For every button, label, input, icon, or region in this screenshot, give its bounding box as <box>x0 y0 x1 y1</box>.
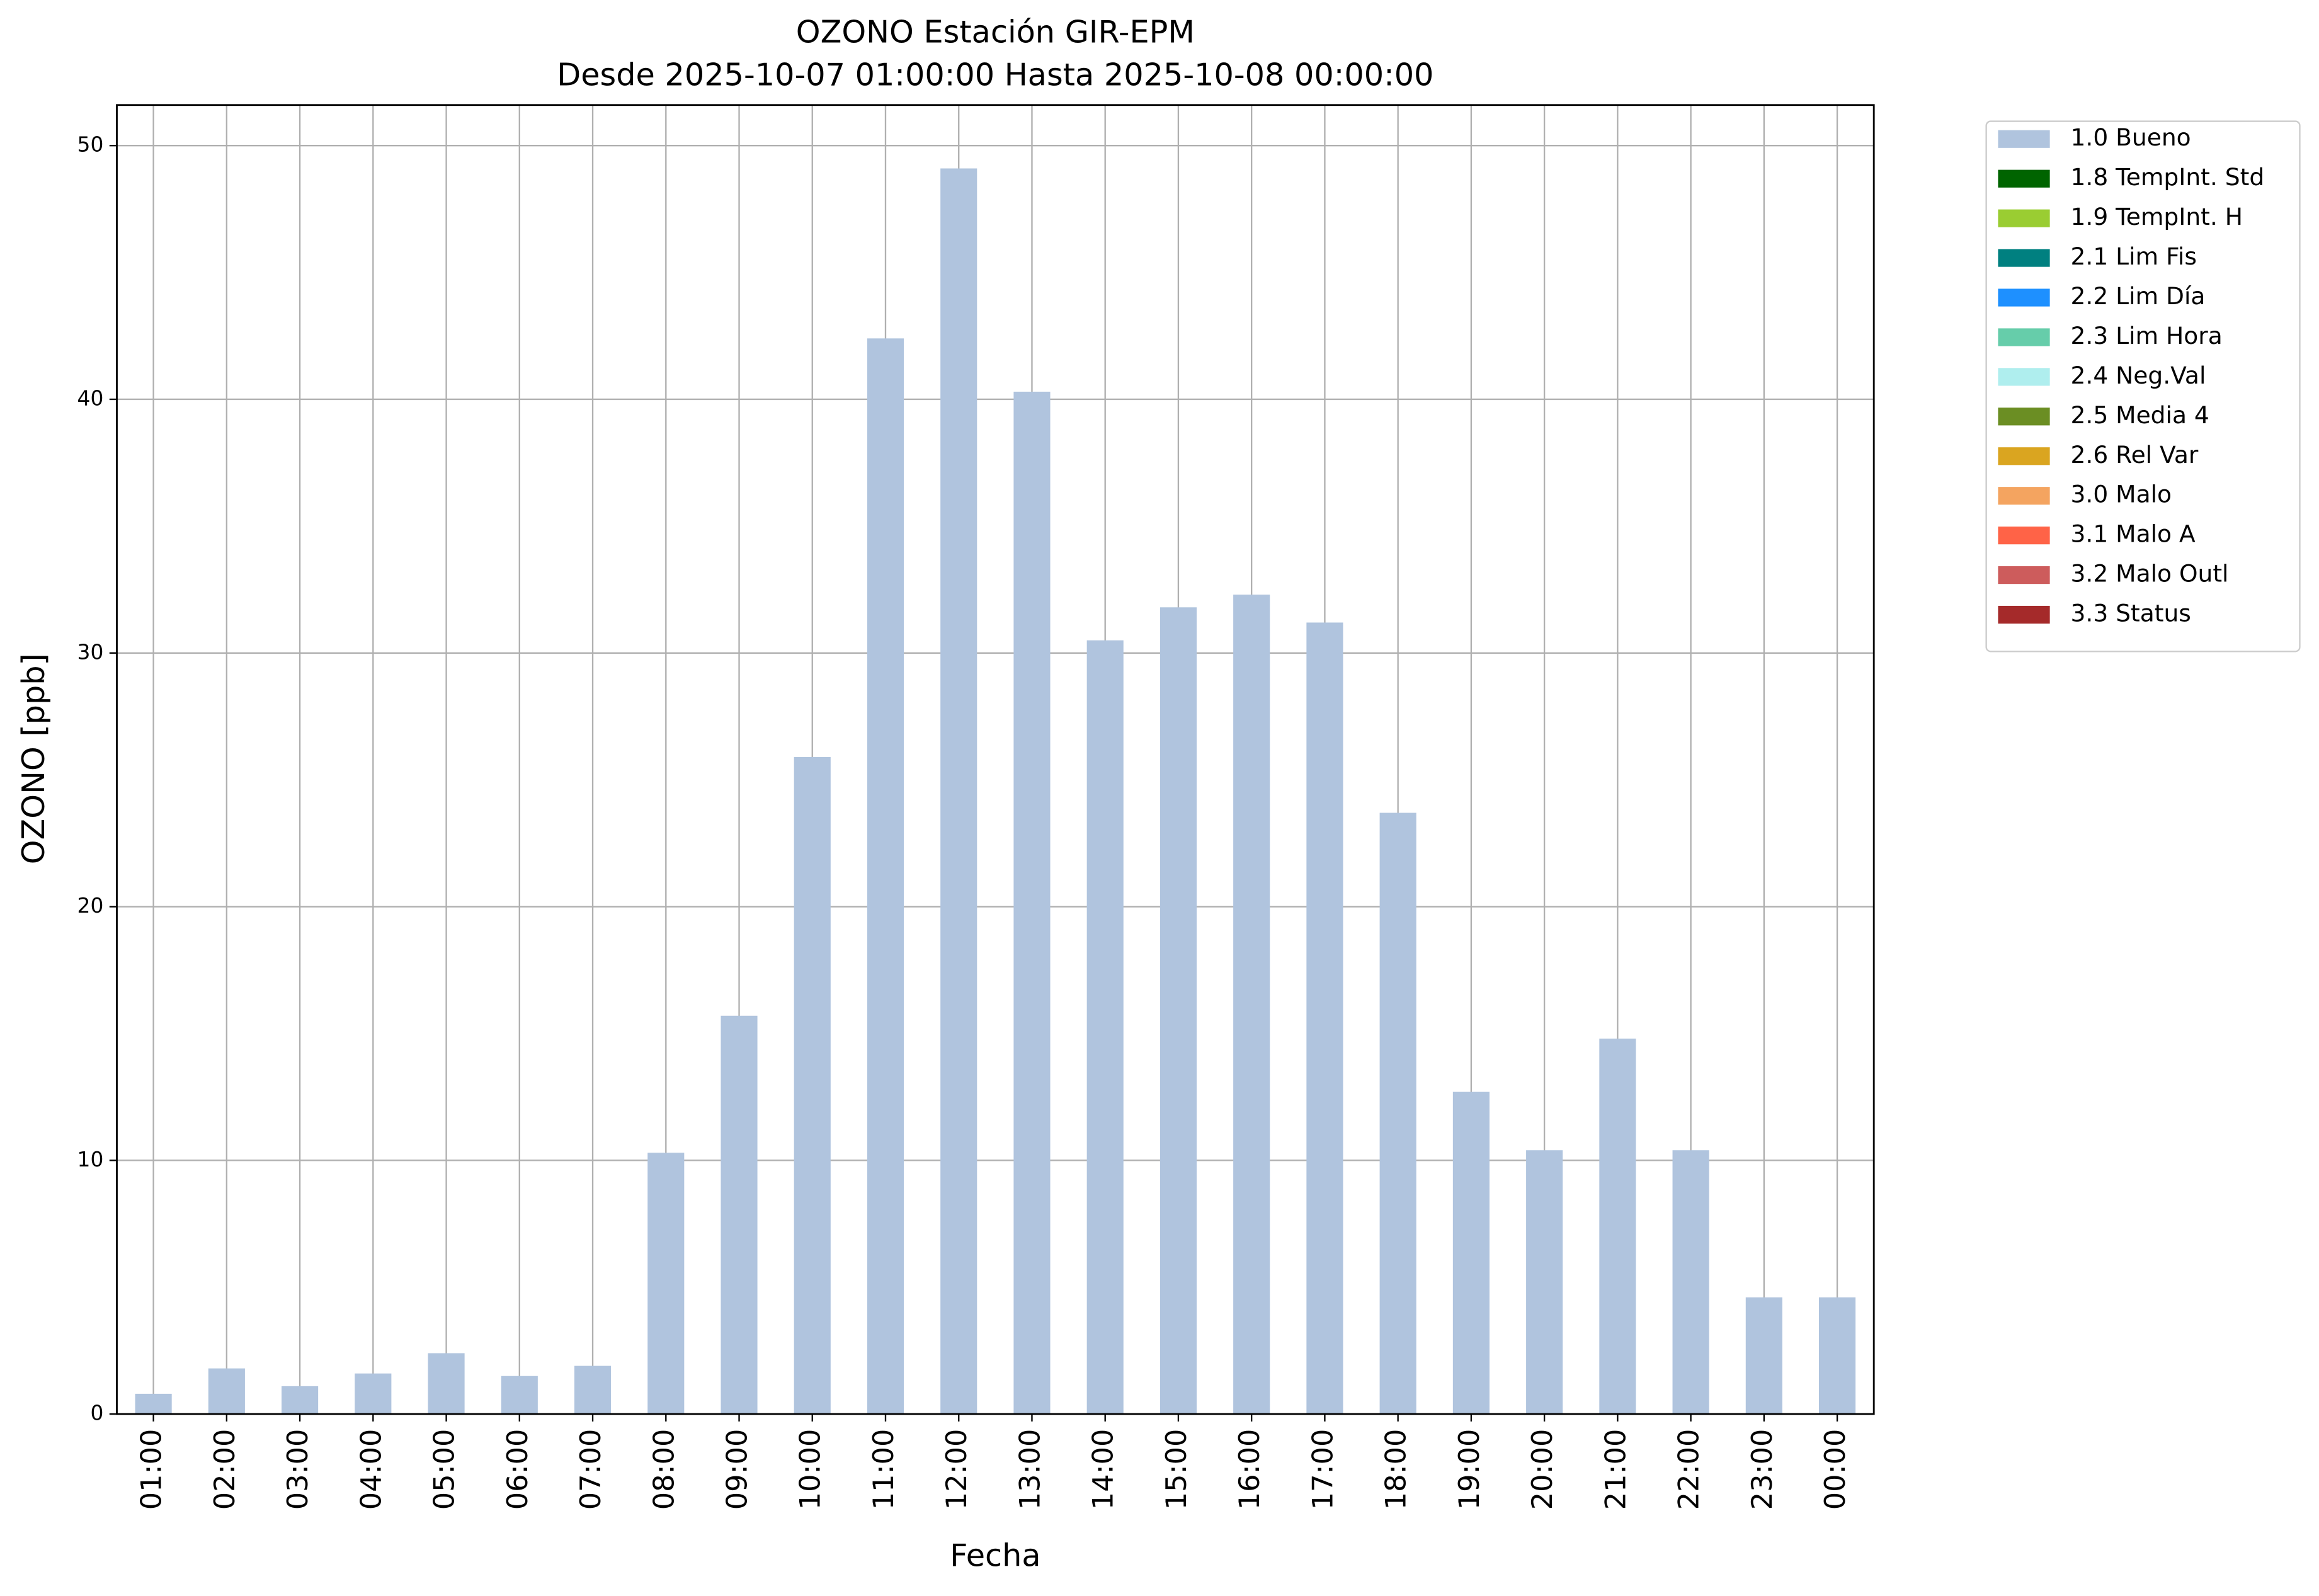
x-tick-label: 12:00 <box>940 1429 973 1510</box>
legend-label: 2.5 Media 4 <box>2071 401 2209 429</box>
y-tick-label: 0 <box>90 1401 103 1425</box>
x-tick-label: 02:00 <box>208 1429 241 1510</box>
x-tick-label: 17:00 <box>1306 1429 1339 1510</box>
x-tick-label: 11:00 <box>867 1429 900 1510</box>
x-tick-label: 18:00 <box>1380 1429 1413 1510</box>
legend-swatch <box>1998 328 2050 346</box>
bar <box>1672 1150 1709 1415</box>
legend-swatch <box>1998 566 2050 584</box>
chart-subtitle: Desde 2025-10-07 01:00:00 Hasta 2025-10-… <box>557 57 1433 93</box>
bar <box>1306 622 1343 1415</box>
legend-label: 1.8 TempInt. Std <box>2071 163 2265 191</box>
y-tick-label: 20 <box>77 893 104 918</box>
legend-swatch <box>1998 605 2050 624</box>
legend-label: 1.0 Bueno <box>2071 123 2191 151</box>
y-tick-label: 50 <box>77 132 104 157</box>
bar <box>282 1386 319 1415</box>
bar <box>1745 1297 1782 1415</box>
plot-frame <box>116 104 1875 1415</box>
legend-swatch <box>1998 487 2050 505</box>
x-tick-label: 14:00 <box>1087 1429 1120 1510</box>
y-tick-label: 10 <box>77 1147 104 1171</box>
y-tick-label: 30 <box>77 639 104 664</box>
bar <box>940 168 977 1415</box>
x-tick-label: 16:00 <box>1233 1429 1266 1510</box>
bar <box>501 1376 538 1415</box>
legend-swatch <box>1998 447 2050 465</box>
bar <box>428 1353 465 1415</box>
bar <box>1013 391 1051 1415</box>
bar <box>1819 1297 1856 1415</box>
bar <box>721 1015 758 1415</box>
legend-label: 3.3 Status <box>2071 600 2191 627</box>
bar <box>1526 1150 1563 1415</box>
x-tick-label: 15:00 <box>1160 1429 1193 1510</box>
bar <box>1452 1092 1490 1415</box>
x-tick-label: 10:00 <box>794 1429 827 1510</box>
legend-swatch <box>1998 209 2050 227</box>
x-tick-label: 20:00 <box>1526 1429 1559 1510</box>
x-tick-label: 09:00 <box>721 1429 754 1510</box>
legend-label: 2.2 Lim Día <box>2071 282 2206 310</box>
x-tick-label: 00:00 <box>1819 1429 1852 1510</box>
bar <box>1233 595 1270 1415</box>
legend-label: 3.1 Malo A <box>2071 520 2196 548</box>
legend-label: 2.3 Lim Hora <box>2071 322 2223 350</box>
bar <box>355 1373 392 1415</box>
bar <box>135 1393 172 1415</box>
x-tick-label: 05:00 <box>428 1429 461 1510</box>
x-tick-label: 13:00 <box>1013 1429 1046 1510</box>
legend-label: 2.4 Neg.Val <box>2071 362 2206 389</box>
y-axis-label: OZONO [ppb] <box>15 653 52 864</box>
legend-swatch <box>1998 527 2050 545</box>
legend-swatch <box>1998 130 2050 148</box>
bar <box>574 1365 612 1415</box>
x-tick-label: 06:00 <box>501 1429 534 1510</box>
legend-label: 3.2 Malo Outl <box>2071 560 2229 588</box>
bar <box>794 756 831 1415</box>
y-tick-label: 40 <box>77 385 104 410</box>
legend-swatch <box>1998 249 2050 267</box>
bar <box>867 338 904 1415</box>
bar <box>647 1153 685 1415</box>
x-tick-label: 01:00 <box>135 1429 168 1510</box>
legend-label: 2.6 Rel Var <box>2071 441 2199 469</box>
x-tick-label: 03:00 <box>282 1429 314 1510</box>
x-tick-label: 07:00 <box>574 1429 607 1510</box>
legend-swatch <box>1998 368 2050 386</box>
legend-swatch <box>1998 169 2050 188</box>
bar <box>1086 640 1124 1415</box>
chart-title: OZONO Estación GIR-EPM <box>796 14 1195 50</box>
bar <box>208 1368 245 1415</box>
x-tick-label: 23:00 <box>1746 1429 1779 1510</box>
legend-label: 3.0 Malo <box>2071 481 2172 508</box>
x-axis-label: Fecha <box>950 1537 1041 1573</box>
x-tick-label: 04:00 <box>355 1429 387 1510</box>
legend-label: 1.9 TempInt. H <box>2071 203 2243 231</box>
x-tick-label: 19:00 <box>1453 1429 1486 1510</box>
bar <box>1160 607 1197 1415</box>
legend-swatch <box>1998 288 2050 307</box>
legend-swatch <box>1998 408 2050 426</box>
bar <box>1379 812 1416 1415</box>
x-tick-label: 08:00 <box>647 1429 680 1510</box>
legend-box <box>1985 120 2301 653</box>
bar <box>1599 1039 1636 1415</box>
x-tick-label: 21:00 <box>1599 1429 1632 1510</box>
legend-label: 2.1 Lim Fis <box>2071 242 2197 270</box>
x-tick-label: 22:00 <box>1673 1429 1706 1510</box>
